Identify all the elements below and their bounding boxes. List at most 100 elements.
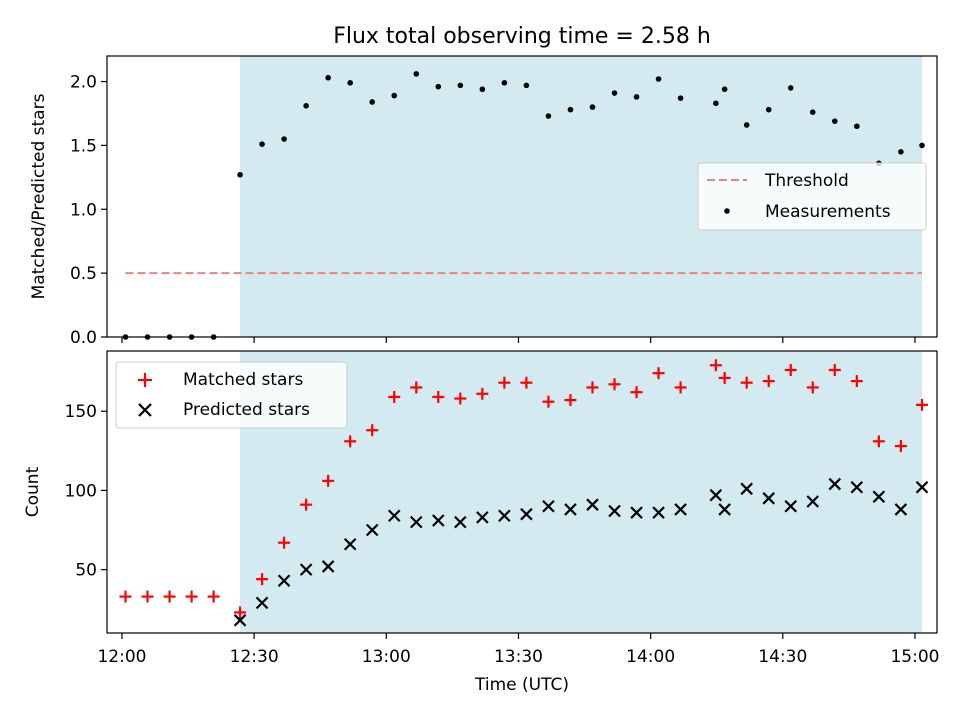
x-axis-label: Time (UTC) bbox=[474, 675, 569, 695]
predicted-star-point bbox=[299, 563, 313, 576]
predicted-star-point bbox=[586, 498, 599, 511]
matched-star-point bbox=[674, 381, 687, 394]
matched-star-point bbox=[709, 359, 722, 372]
matched-star-point bbox=[894, 440, 907, 453]
legend-matched-label: Matched stars bbox=[183, 370, 303, 390]
predicted-star-point bbox=[277, 574, 291, 587]
matched-star-point bbox=[410, 381, 423, 394]
predicted-star-stroke bbox=[784, 499, 798, 513]
predicted-star-point bbox=[740, 482, 753, 496]
observing-span-bottom bbox=[240, 351, 923, 633]
predicted-star-stroke bbox=[806, 495, 820, 508]
predicted-star-stroke bbox=[277, 574, 291, 587]
matched-star-point bbox=[564, 394, 577, 407]
predicted-star-point bbox=[630, 506, 643, 519]
measurement-point bbox=[391, 92, 398, 99]
measurement-point bbox=[457, 82, 464, 89]
measurement-point bbox=[713, 100, 719, 107]
measurement-point bbox=[589, 104, 596, 110]
matched-star-point bbox=[207, 590, 220, 603]
count-legend: Matched stars Predicted stars bbox=[115, 361, 348, 429]
predicted-star-point bbox=[828, 477, 842, 491]
count-legend-box bbox=[115, 361, 348, 429]
matched-star-point bbox=[740, 376, 753, 389]
matched-star-point bbox=[388, 390, 401, 403]
measurement-point bbox=[854, 123, 860, 130]
measurement-legend-swatch bbox=[724, 208, 730, 214]
predicted-star-point bbox=[894, 503, 908, 516]
predicted-star-stroke bbox=[432, 514, 445, 527]
matched-star-point bbox=[608, 378, 621, 391]
predicted-star-point bbox=[850, 480, 864, 494]
predicted-star-point bbox=[365, 523, 379, 537]
measurement-point bbox=[281, 136, 287, 142]
predicted-star-point bbox=[498, 509, 511, 523]
matched-star-point bbox=[850, 375, 863, 388]
predicted-legend-swatch bbox=[138, 403, 152, 417]
predicted-star-stroke bbox=[762, 492, 775, 505]
predicted-star-stroke bbox=[608, 504, 621, 518]
measurement-point bbox=[325, 74, 331, 81]
predicted-star-stroke bbox=[299, 563, 313, 576]
predicted-star-stroke bbox=[321, 560, 335, 573]
measurement-point bbox=[721, 86, 728, 93]
count-y-label: Count bbox=[23, 466, 43, 517]
xtick-label: 14:30 bbox=[758, 647, 807, 667]
predicted-star-stroke bbox=[564, 503, 577, 516]
predicted-star-point bbox=[387, 509, 401, 523]
predicted-star-point bbox=[564, 503, 577, 516]
top-ytick-label: 1.0 bbox=[70, 200, 97, 220]
matched-star-point bbox=[454, 392, 467, 405]
predicted-star-point bbox=[476, 511, 489, 524]
measurement-point bbox=[743, 122, 750, 128]
matched-star-point bbox=[630, 386, 643, 399]
predicted-star-stroke bbox=[542, 499, 555, 513]
measurement-point bbox=[655, 76, 662, 82]
matched-star-point bbox=[828, 364, 841, 377]
predicted-star-stroke bbox=[630, 506, 643, 519]
measurement-point bbox=[303, 103, 309, 109]
measurement-point bbox=[919, 142, 925, 149]
matched-star-point bbox=[432, 390, 445, 403]
top-ytick-label: 2.0 bbox=[70, 73, 97, 93]
xtick-label: 12:30 bbox=[230, 647, 279, 667]
predicted-star-point bbox=[343, 538, 357, 551]
ratio-y-label: Matched/Predicted stars bbox=[29, 93, 49, 299]
matched-star-point bbox=[185, 590, 198, 603]
matched-star-point bbox=[300, 498, 313, 511]
predicted-star-point bbox=[674, 503, 687, 516]
top-ytick-label: 0.5 bbox=[70, 264, 97, 284]
measurement-point bbox=[369, 99, 376, 105]
bot-ytick-label: 50 bbox=[75, 561, 97, 581]
predicted-star-stroke bbox=[255, 596, 269, 610]
matched-star-point bbox=[872, 435, 885, 448]
predicted-star-point bbox=[806, 495, 820, 508]
measurement-point bbox=[898, 148, 904, 155]
measurement-point bbox=[567, 106, 574, 113]
matched-star-point bbox=[762, 375, 775, 388]
matched-star-point bbox=[718, 371, 731, 384]
xtick-label: 14:00 bbox=[626, 647, 675, 667]
predicted-star-stroke bbox=[709, 488, 723, 502]
predicted-star-stroke bbox=[365, 523, 379, 537]
measurement-point bbox=[765, 106, 772, 113]
count-panel: 50 100 150 12:00 12:30 13:00 13:30 14:00 14:30 1… bbox=[23, 350, 939, 695]
measurement-point bbox=[677, 95, 684, 101]
predicted-star-point bbox=[432, 514, 445, 527]
predicted-star-point bbox=[542, 499, 555, 513]
matched-star-point bbox=[916, 398, 929, 411]
measurement-point bbox=[237, 171, 243, 178]
predicted-star-point bbox=[718, 503, 731, 516]
measurement-point bbox=[501, 80, 508, 86]
predicted-star-point bbox=[409, 515, 423, 529]
measurement-point bbox=[545, 113, 552, 119]
matched-star-point bbox=[806, 381, 819, 394]
predicted-star-stroke bbox=[343, 538, 357, 551]
matched-star-point bbox=[542, 395, 555, 408]
ratio-legend-box bbox=[697, 162, 927, 231]
matched-star-point bbox=[784, 364, 797, 377]
matched-star-point bbox=[476, 387, 489, 400]
predicted-star-point bbox=[784, 499, 798, 513]
top-ytick-label: 0.0 bbox=[70, 328, 97, 348]
measurement-point bbox=[479, 86, 486, 93]
